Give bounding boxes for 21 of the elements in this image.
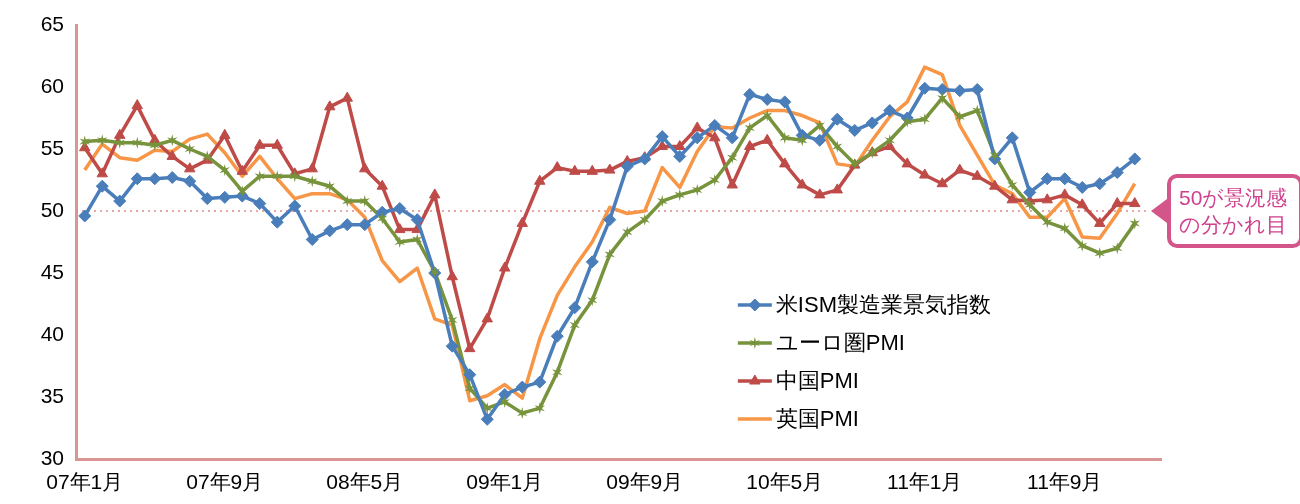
x-tick-label: 09年9月: [606, 470, 684, 494]
y-tick-label: 30: [40, 445, 64, 469]
x-tick-label: 07年9月: [186, 470, 264, 494]
x-tick-label: 07年1月: [46, 470, 124, 494]
x-tick-label: 11年1月: [887, 470, 963, 494]
y-tick-label: 50: [40, 197, 64, 221]
x-tick-label: 11年9月: [1027, 470, 1103, 494]
y-tick-label: 40: [40, 321, 64, 345]
y-tick-label: 45: [40, 259, 64, 283]
y-tick-label: 55: [40, 135, 64, 159]
legend-label: 英国PMI: [775, 406, 859, 432]
y-tick-label: 35: [40, 383, 64, 407]
x-tick-label: 08年5月: [326, 470, 404, 494]
legend-label: ユーロ圏PMI: [775, 330, 905, 356]
y-tick-label: 65: [40, 11, 64, 35]
legend-label: 中国PMI: [775, 368, 859, 394]
x-tick-label: 10年5月: [746, 470, 824, 494]
legend-label: 米ISM製造業景気指数: [775, 292, 991, 318]
ref-line-label: 50が景況感の分かれ目: [1167, 174, 1300, 248]
y-tick-label: 60: [40, 73, 64, 97]
x-tick-label: 09年1月: [466, 470, 544, 494]
